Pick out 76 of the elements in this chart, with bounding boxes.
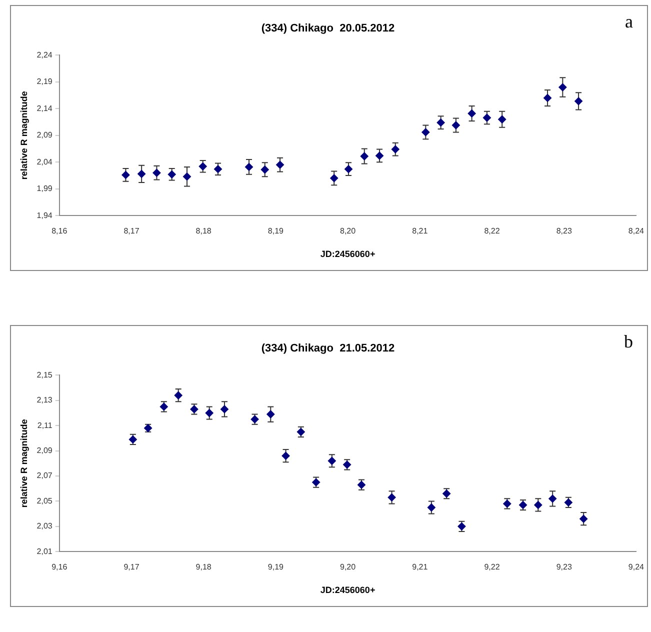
point [330, 174, 338, 182]
point [198, 162, 207, 170]
y-tick-label: 2,15 [36, 370, 53, 380]
point [580, 514, 588, 523]
y-tick-label: 2,13 [36, 396, 53, 405]
x-tick-label: 9,19 [268, 562, 284, 572]
x-tick-label: 8,22 [484, 226, 500, 236]
y-axis-title: relative R magnitude [18, 419, 29, 508]
y-tick-label: 1,94 [36, 210, 53, 220]
y-tick-label: 2,03 [36, 522, 53, 531]
x-tick-label: 9,21 [412, 562, 428, 572]
point [276, 160, 284, 169]
point [391, 145, 400, 154]
point [282, 452, 290, 460]
x-axis-title: JD:2456060+ [320, 249, 376, 260]
y-tick-label: 2,01 [36, 546, 53, 556]
x-tick-label: 8,21 [412, 226, 428, 236]
point [422, 128, 430, 136]
point [436, 118, 445, 127]
point [548, 494, 557, 503]
text: a [625, 12, 633, 32]
point [498, 115, 506, 124]
chart-title: (334) Chikago 21.05.2012 [261, 342, 395, 355]
y-tick-label: 2,09 [36, 446, 53, 456]
point [328, 456, 336, 465]
y-tick-label: 2,11 [37, 420, 53, 430]
chart-title: (334) Chikago 20.05.2012 [261, 22, 395, 35]
y-tick-label: 2,09 [36, 130, 53, 140]
x-tick-label: 8,24 [628, 226, 645, 236]
y-tick-label: 2,05 [36, 496, 53, 506]
x-tick-label: 8,20 [340, 226, 356, 236]
x-tick-label: 9,23 [556, 562, 572, 572]
point [260, 166, 269, 174]
y-tick-label: 1,99 [36, 184, 53, 194]
y-tick-label: 2,07 [36, 471, 53, 480]
x-tick-label: 9,22 [484, 562, 500, 572]
point [174, 391, 182, 400]
x-tick-label: 8,23 [556, 226, 572, 236]
point [468, 109, 476, 118]
point [534, 500, 542, 509]
x-tick-label: 9,24 [628, 562, 645, 572]
x-tick-label: 9,16 [52, 562, 68, 572]
x-tick-label: 9,18 [196, 562, 212, 572]
x-axis-title: JD:2456060+ [320, 585, 376, 596]
point [245, 162, 254, 171]
point [168, 170, 176, 178]
x-tick-label: 8,16 [52, 226, 68, 236]
point [482, 114, 491, 122]
point [182, 172, 191, 181]
y-tick-label: 2,24 [36, 50, 53, 60]
point [220, 405, 228, 414]
point [376, 152, 384, 160]
point [138, 170, 146, 178]
point [388, 493, 396, 502]
point [574, 97, 583, 106]
y-tick-label: 2,19 [36, 77, 53, 86]
x-tick-label: 9,20 [340, 562, 356, 572]
y-tick-label: 2,14 [36, 104, 53, 113]
x-tick-label: 8,19 [268, 226, 284, 236]
x-tick-label: 8,17 [124, 226, 140, 236]
point [544, 94, 552, 102]
point [344, 165, 353, 174]
point [558, 83, 567, 92]
y-tick-label: 2,04 [36, 157, 53, 166]
point [360, 152, 368, 160]
x-tick-label: 9,17 [124, 562, 140, 572]
y-axis-title: relative R magnitude [18, 91, 29, 180]
point [452, 121, 460, 130]
point [214, 165, 222, 174]
point [205, 409, 214, 417]
point [427, 504, 436, 512]
point [266, 410, 275, 418]
point [152, 168, 161, 177]
point [122, 170, 130, 179]
x-tick-label: 8,18 [196, 226, 212, 236]
text: b [624, 332, 633, 352]
